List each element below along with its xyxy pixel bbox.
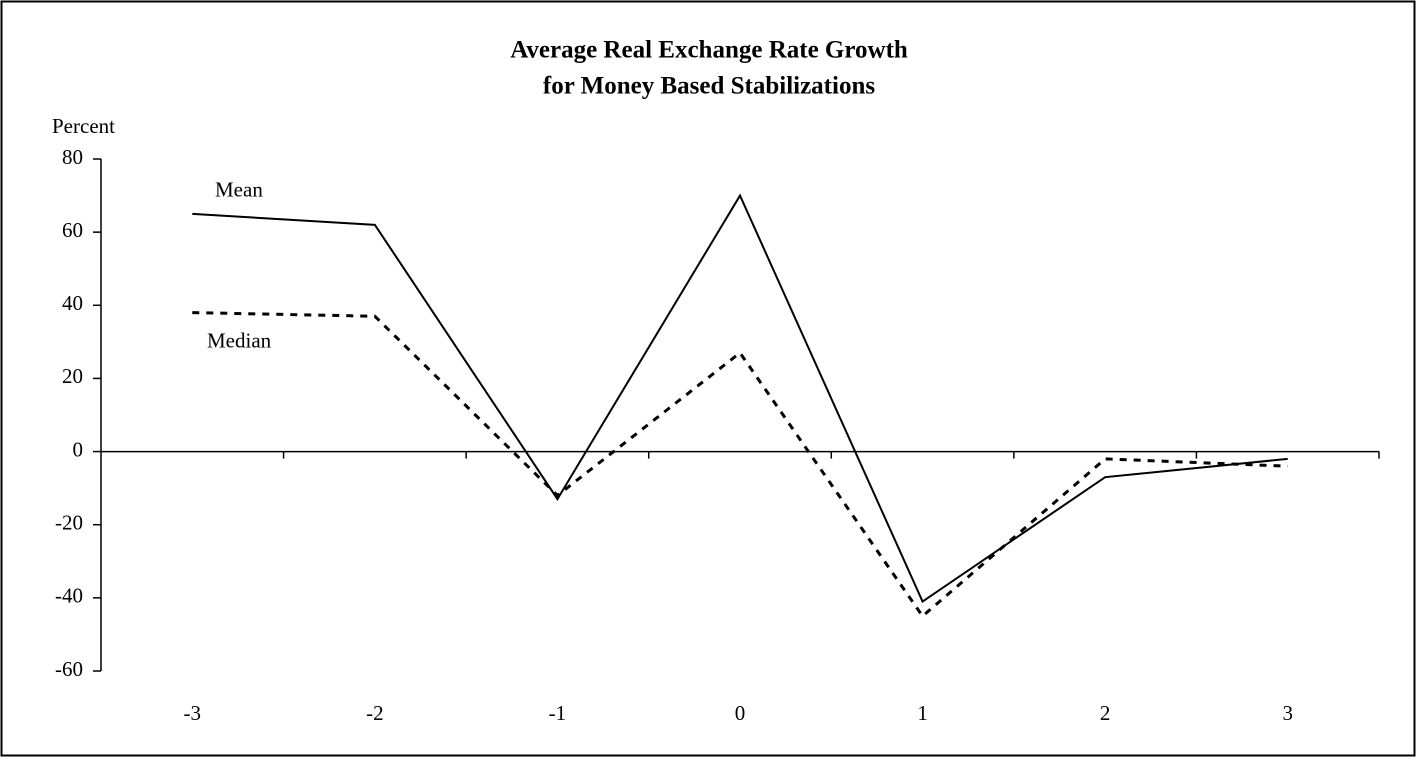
y-tick-label: 0 xyxy=(73,437,84,461)
series-line xyxy=(192,193,1288,604)
x-tick-label: -1 xyxy=(549,701,567,725)
legend-label: Median xyxy=(207,328,272,352)
x-tick-label: -2 xyxy=(366,701,384,725)
y-tick-label: 40 xyxy=(62,291,83,315)
series-line xyxy=(192,311,1288,619)
x-tick-label: 1 xyxy=(917,701,928,725)
chart-title: Average Real Exchange Rate Growth xyxy=(510,37,908,64)
x-tick-label: 2 xyxy=(1100,701,1111,725)
y-axis-label: Percent xyxy=(52,114,115,138)
legend-label: Mean xyxy=(215,178,263,202)
y-tick-label: 80 xyxy=(62,145,83,169)
x-tick-label: 0 xyxy=(735,701,746,725)
y-tick-label: 60 xyxy=(62,218,83,242)
y-tick-label: -60 xyxy=(55,657,83,681)
chart-subtitle: for Money Based Stabilizations xyxy=(543,73,875,100)
y-tick-label: 20 xyxy=(62,364,83,388)
y-tick-label: -40 xyxy=(55,584,83,608)
y-tick-label: -20 xyxy=(55,511,83,535)
x-tick-label: -3 xyxy=(184,701,202,725)
x-tick-label: 3 xyxy=(1282,701,1293,725)
